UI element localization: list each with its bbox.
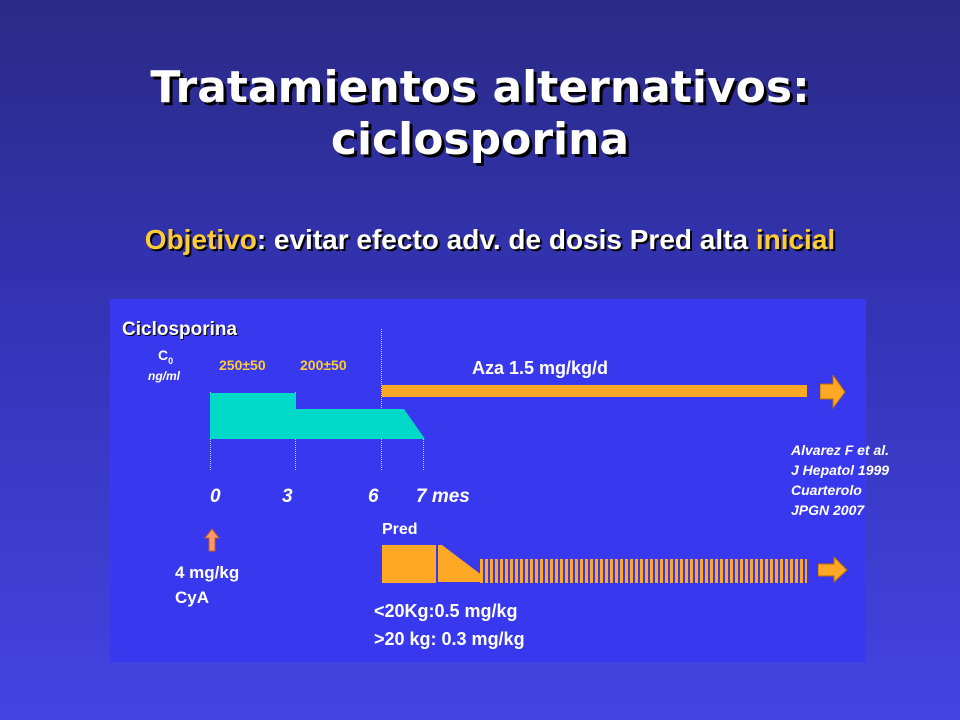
aza-label: Aza 1.5 mg/kg/d [472, 358, 609, 378]
pred-low-dose-bar [480, 559, 807, 583]
inicial-label: inicial [755, 224, 836, 255]
ciclosporina-taper [400, 409, 425, 439]
slide-title-line-2: ciclosporina [330, 114, 630, 165]
ciclosporina-bar-low [295, 409, 402, 439]
reference-line-4: JPGN 2007 [791, 502, 865, 518]
timeline-0: 0 [210, 486, 221, 507]
reference-line-2: J Hepatol 1999 [791, 462, 890, 478]
slide-title: Tratamientos alternativos: ciclosporina [0, 62, 960, 166]
treatment-diagram-panel: Ciclosporina C0 ng/ml 250±50 200±50 Aza … [110, 299, 889, 662]
slide-subtitle: Objetivo: evitar efecto adv. de dosis Pr… [0, 224, 960, 256]
objetivo-text: : evitar efecto adv. de dosis Pred alta [256, 224, 756, 255]
timeline-6: 6 [368, 486, 379, 507]
pred-dose-line-1: <20Kg:0.5 mg/kg [374, 601, 518, 621]
pred-bar-high [382, 545, 436, 583]
timeline-7: 7 mes [416, 486, 470, 507]
c0-label: C0 [158, 347, 174, 366]
reference-line-3: Cuarterolo [791, 482, 862, 498]
references: Alvarez F et al. J Hepatol 1999 Cuartero… [791, 440, 889, 520]
reference-line-1: Alvarez F et al. [791, 442, 890, 458]
ciclosporina-label: Ciclosporina [122, 319, 238, 340]
pred-arrow-icon [818, 557, 848, 583]
slide-title-line-1: Tratamientos alternativos: [150, 62, 810, 113]
cya-dose: 4 mg/kg CyA [175, 560, 239, 610]
cya-start-arrow-icon [204, 528, 220, 552]
pred-dose-line-2: >20 kg: 0.3 mg/kg [374, 629, 525, 649]
level-250: 250±50 [219, 357, 266, 373]
cya-dose-line-1: 4 mg/kg [175, 563, 240, 582]
level-200: 200±50 [300, 357, 347, 373]
cya-dose-line-2: CyA [175, 588, 210, 607]
c0-subscript: 0 [168, 355, 174, 366]
timeline-3: 3 [282, 486, 293, 507]
pred-dose: <20Kg:0.5 mg/kg >20 kg: 0.3 mg/kg [374, 597, 525, 653]
guide-line-7 [423, 439, 424, 470]
aza-arrow-icon [820, 375, 846, 409]
pred-taper [438, 545, 491, 582]
aza-bar [382, 385, 807, 397]
pred-label: Pred [382, 521, 418, 538]
ciclosporina-bar-high [210, 393, 296, 439]
c0-units: ng/ml [148, 369, 180, 383]
objetivo-label: Objetivo [144, 224, 257, 255]
guide-line-6 [381, 329, 382, 470]
